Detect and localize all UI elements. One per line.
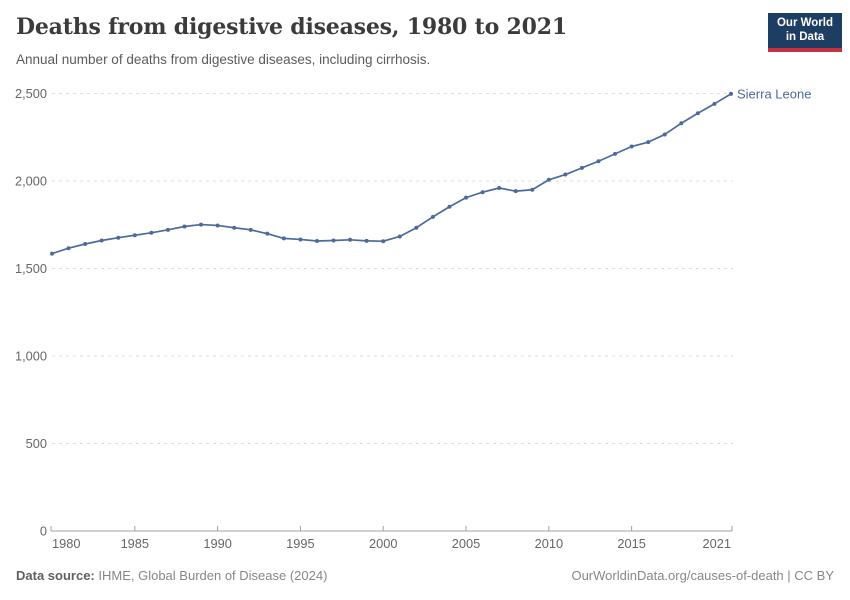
data-point[interactable]: [232, 225, 237, 230]
data-point[interactable]: [464, 195, 469, 200]
owid-logo[interactable]: Our World in Data: [768, 13, 842, 52]
data-point[interactable]: [50, 251, 54, 256]
data-point[interactable]: [414, 225, 419, 230]
x-axis-label: 2010: [535, 536, 563, 551]
data-point[interactable]: [348, 237, 353, 242]
footer-link[interactable]: OurWorldinData.org/causes-of-death | CC …: [571, 568, 834, 583]
y-axis-label: 500: [26, 436, 47, 451]
data-point[interactable]: [99, 238, 104, 243]
data-point[interactable]: [397, 234, 402, 239]
chart-footer: Data source: IHME, Global Burden of Dise…: [16, 568, 834, 583]
x-axis-label: 1995: [286, 536, 314, 551]
chart-subtitle: Annual number of deaths from digestive d…: [16, 52, 431, 67]
data-point[interactable]: [281, 236, 286, 241]
owid-logo-line2: in Data: [785, 30, 825, 43]
data-point[interactable]: [66, 246, 71, 251]
data-point[interactable]: [116, 235, 121, 240]
data-point[interactable]: [513, 189, 518, 194]
data-point[interactable]: [530, 187, 535, 192]
data-point[interactable]: [679, 121, 684, 126]
y-axis-label: 1,000: [15, 349, 47, 364]
data-point[interactable]: [480, 190, 485, 195]
data-point[interactable]: [646, 140, 651, 145]
chart-title: Deaths from digestive diseases, 1980 to …: [16, 14, 567, 40]
data-point[interactable]: [430, 214, 435, 219]
y-axis-label: 1,500: [15, 261, 47, 276]
data-source-label: Data source:: [16, 568, 95, 583]
data-point[interactable]: [662, 132, 667, 137]
data-point[interactable]: [265, 231, 270, 236]
data-point[interactable]: [596, 159, 601, 164]
x-axis-label: 1985: [121, 536, 149, 551]
data-point[interactable]: [132, 233, 137, 238]
y-axis-label: 0: [40, 524, 47, 539]
data-point[interactable]: [248, 227, 253, 232]
data-point[interactable]: [364, 238, 369, 243]
data-point[interactable]: [497, 186, 502, 190]
owid-logo-line1: Our World: [776, 17, 833, 29]
data-point[interactable]: [215, 223, 220, 228]
data-point[interactable]: [579, 165, 584, 170]
data-point[interactable]: [314, 239, 319, 244]
data-source: Data source: IHME, Global Burden of Dise…: [16, 568, 327, 583]
x-axis-label: 1990: [203, 536, 231, 551]
data-point[interactable]: [331, 238, 336, 243]
data-point[interactable]: [149, 230, 154, 235]
x-axis-label: 2021: [703, 536, 731, 551]
data-point[interactable]: [695, 111, 700, 116]
data-source-value: IHME, Global Burden of Disease (2024): [98, 568, 328, 583]
data-point[interactable]: [165, 227, 170, 232]
series-label[interactable]: Sierra Leone: [737, 86, 811, 101]
y-axis-label: 2,500: [15, 86, 47, 101]
data-point[interactable]: [83, 242, 88, 246]
data-point[interactable]: [381, 239, 386, 244]
data-point[interactable]: [199, 222, 204, 227]
x-axis-label: 2005: [452, 536, 480, 551]
data-point[interactable]: [712, 101, 717, 106]
y-axis-label: 2,000: [15, 174, 47, 189]
data-point[interactable]: [629, 144, 634, 149]
data-point[interactable]: [546, 177, 551, 182]
data-point[interactable]: [613, 151, 618, 156]
x-axis-label: 2015: [617, 536, 645, 551]
data-point[interactable]: [563, 172, 568, 177]
series-line[interactable]: [51, 92, 732, 255]
data-point[interactable]: [298, 237, 303, 242]
data-point[interactable]: [729, 91, 733, 96]
data-point[interactable]: [447, 204, 452, 209]
data-point[interactable]: [182, 224, 187, 229]
x-axis-label: 1980: [52, 536, 80, 551]
x-axis-label: 2000: [369, 536, 397, 551]
